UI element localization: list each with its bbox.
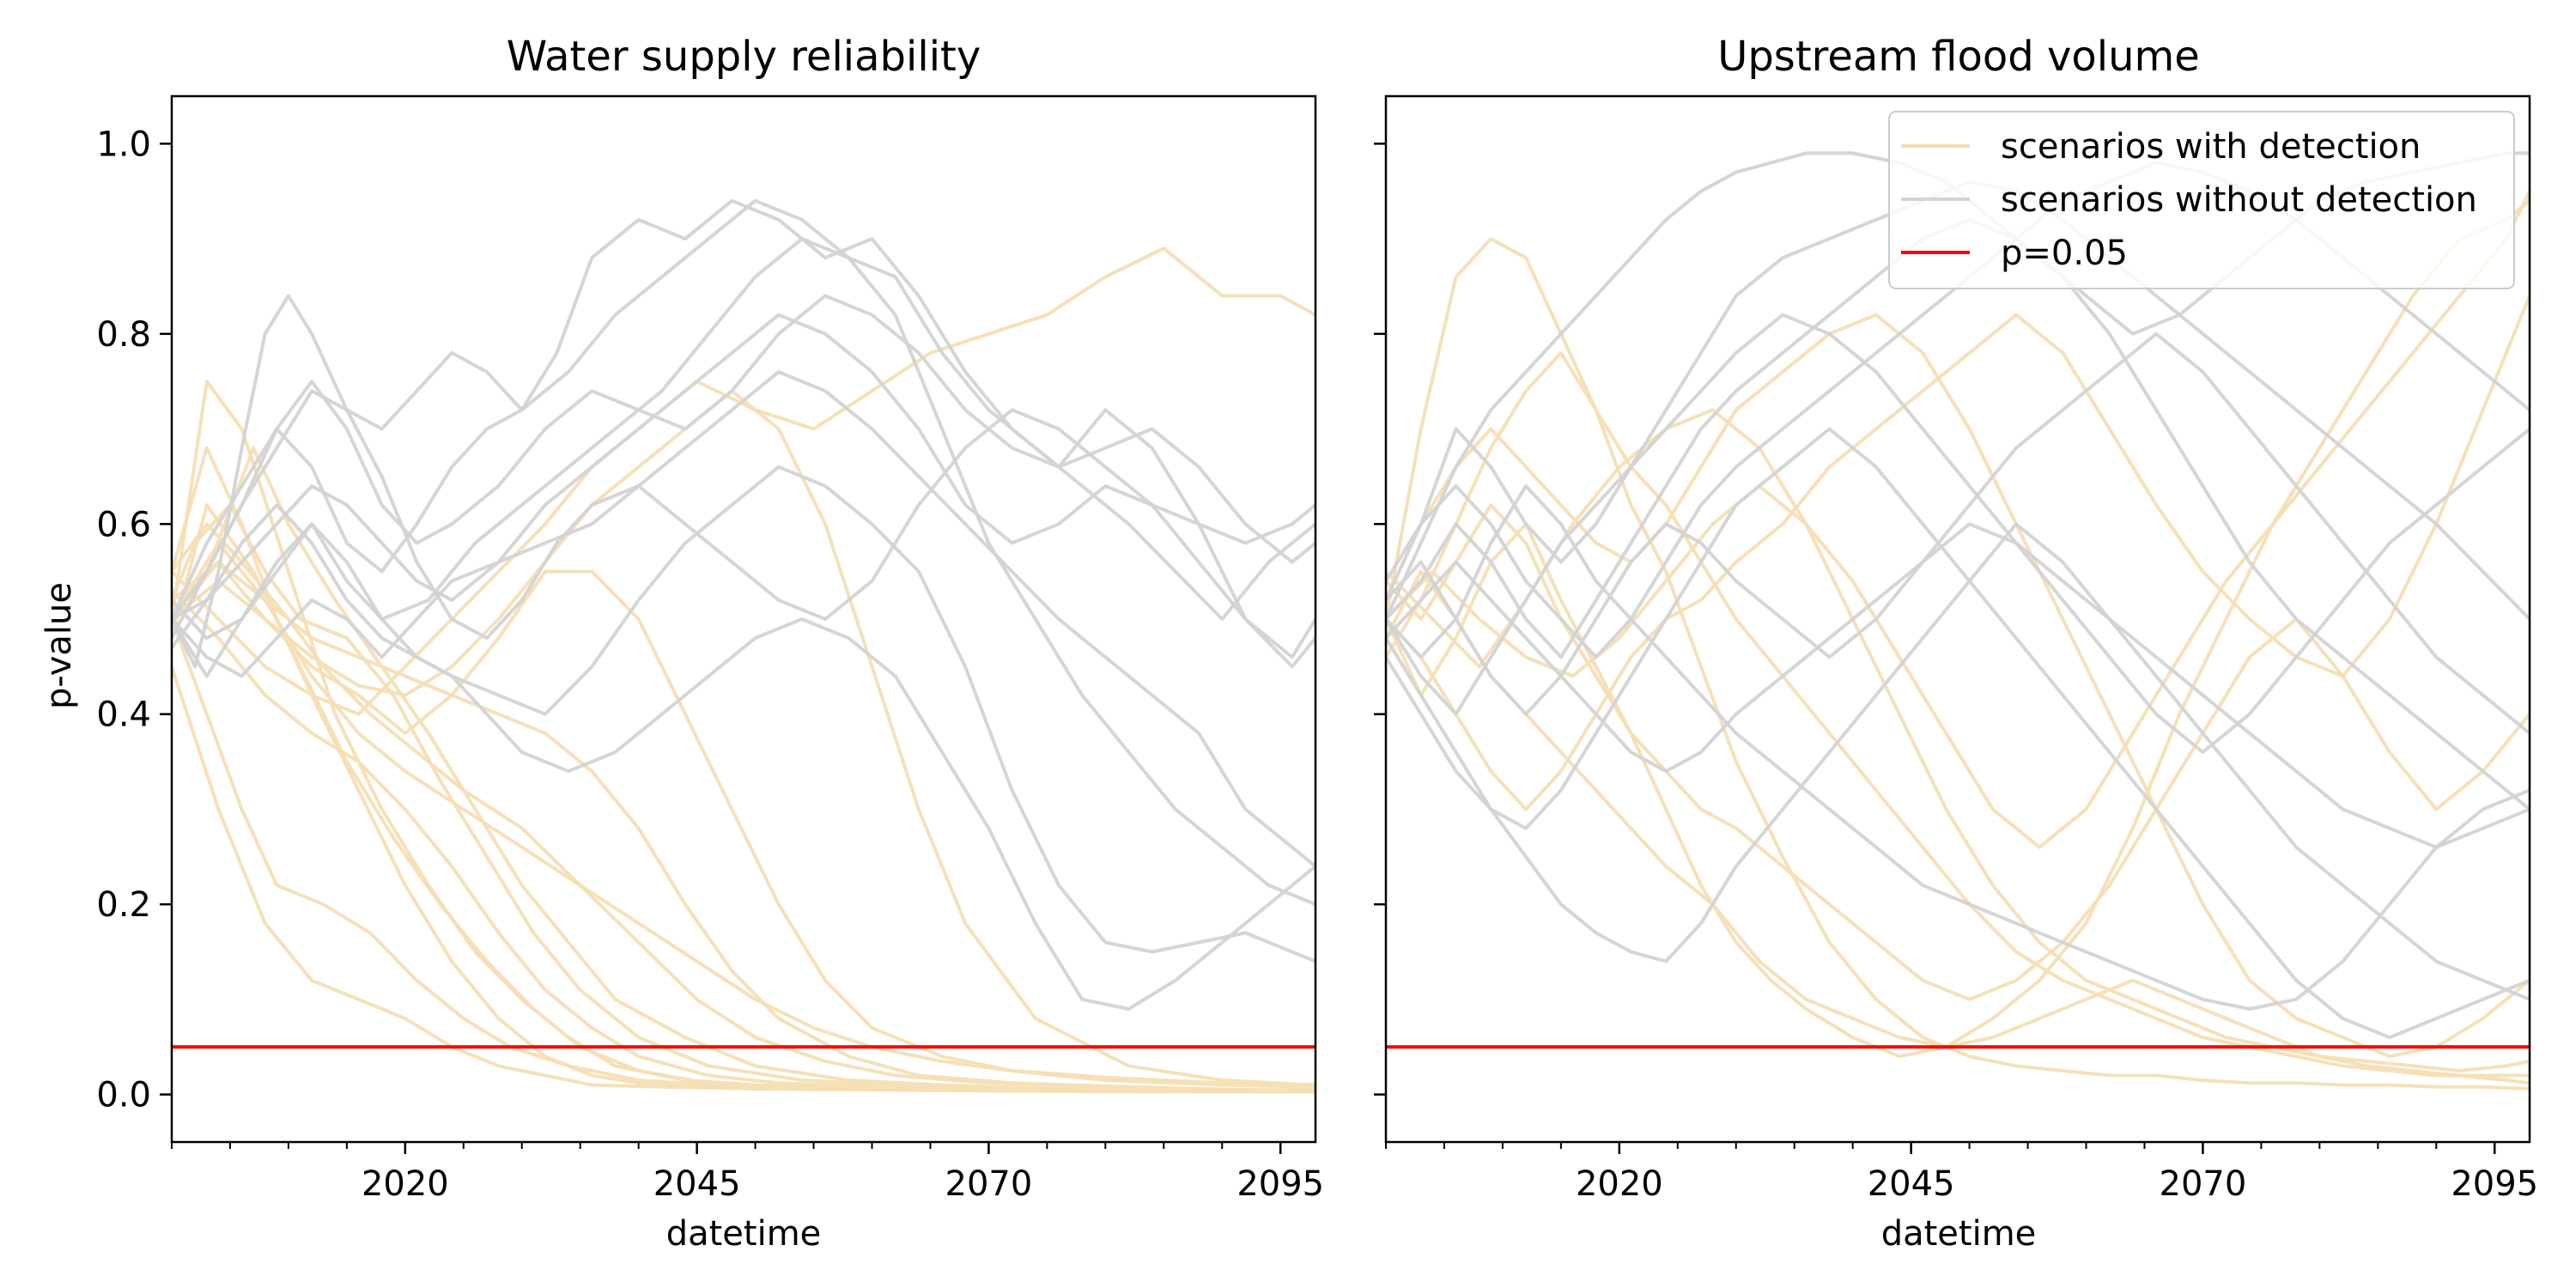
series-line-scenarios-without-detection [172, 294, 1315, 621]
series-line-scenarios-with-detection [172, 560, 1315, 1089]
series-line-scenarios-without-detection [172, 503, 1315, 1011]
plot-area: 2020 2045 2070 2095 [1374, 94, 2538, 1204]
series-line-scenarios-without-detection [172, 389, 1315, 641]
series-line-scenarios-with-detection [1386, 237, 2530, 1091]
axes-frame [1384, 94, 2531, 1144]
legend-label-without-detection: scenarios without detection [2001, 180, 2477, 220]
series-line-scenarios-without-detection [1386, 427, 2530, 1040]
y-tick-label: 0.8 [96, 315, 151, 355]
series-line-scenarios-with-detection [1386, 569, 2530, 1085]
series-line-scenarios-with-detection [1386, 503, 2530, 1001]
y-tick-label: 0.2 [96, 885, 151, 925]
legend-label-threshold: p=0.05 [2001, 234, 2128, 273]
series-line-scenarios-with-detection [172, 389, 1315, 1087]
x-tick-label: 2095 [2451, 1164, 2538, 1204]
series-line-scenarios-with-detection [1386, 189, 2530, 849]
legend-frame [1888, 111, 2515, 289]
x-tick-label: 2045 [1868, 1164, 1955, 1204]
series-line-scenarios-without-detection [172, 198, 1315, 641]
y-tick-label: 1.0 [96, 125, 151, 164]
y-tick-label: 0.6 [96, 505, 151, 544]
legend-label-with-detection: scenarios with detection [2001, 127, 2421, 167]
x-axis-label: datetime [1881, 1214, 2037, 1254]
series-line-scenarios-without-detection [1386, 522, 2530, 849]
panel-title: Water supply reliability [507, 33, 981, 81]
panel-title: Upstream flood volume [1717, 33, 2200, 81]
series-line-scenarios-without-detection [1386, 522, 2530, 1001]
series-line-scenarios-without-detection [172, 237, 1315, 907]
panel-water-supply: Water supply reliability p-value datetim… [39, 33, 1324, 1254]
series-line-scenarios-without-detection [1386, 313, 2530, 754]
series-line-scenarios-without-detection [172, 313, 1315, 659]
series-line-scenarios-without-detection [172, 465, 1315, 963]
x-tick-label: 2045 [653, 1164, 741, 1204]
series-line-scenarios-with-detection [172, 588, 1315, 1094]
series-line-scenarios-with-detection [1386, 408, 2530, 1072]
series-line-scenarios-without-detection [172, 370, 1315, 868]
series-line-scenarios-with-detection [1386, 198, 2530, 1059]
x-tick-label: 2095 [1236, 1164, 1324, 1204]
y-axis-label: p-value [39, 582, 79, 709]
series-line-scenarios-with-detection [172, 560, 1315, 1092]
series-line-scenarios-with-detection [1386, 294, 2530, 811]
x-tick-label: 2070 [945, 1164, 1033, 1204]
axes-frame [170, 94, 1317, 1144]
series-line-scenarios-without-detection [1386, 331, 2530, 735]
series-line-scenarios-without-detection [172, 198, 1315, 669]
x-tick-label: 2070 [2160, 1164, 2247, 1204]
legend: scenarios with detection scenarios witho… [1888, 111, 2515, 289]
y-tick-label: 0.4 [96, 696, 151, 735]
y-tick-label: 0.0 [96, 1076, 151, 1115]
series-line-scenarios-without-detection [1386, 484, 2530, 1011]
series-line-scenarios-with-detection [1386, 351, 2530, 1078]
x-tick-label: 2020 [361, 1164, 449, 1204]
x-axis-label: datetime [666, 1214, 822, 1254]
x-tick-label: 2020 [1576, 1164, 1663, 1204]
panel-upstream-flood: Upstream flood volume datetime 2020 2045 2… [1374, 33, 2538, 1254]
plot-area: 0.0 0.2 0.4 0.6 0.8 1.0 2020 2045 2070 2095 [96, 94, 1324, 1204]
